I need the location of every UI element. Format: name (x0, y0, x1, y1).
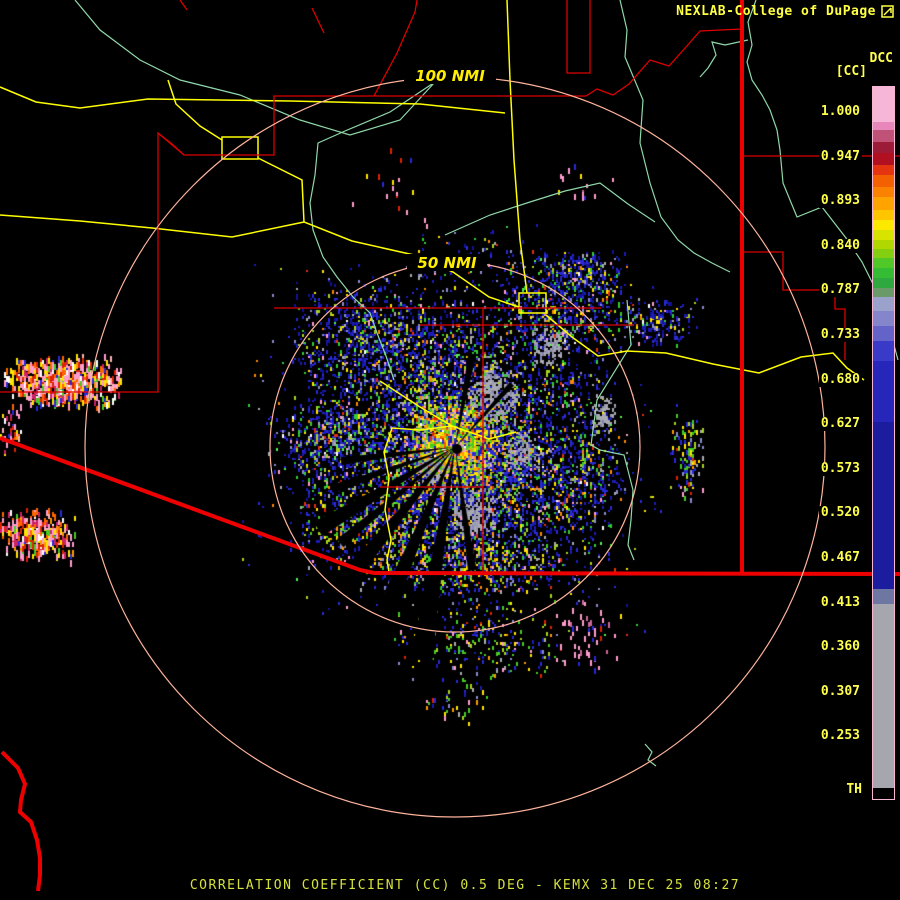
city-box-tucson (518, 292, 547, 314)
colorbar-segment (873, 268, 894, 278)
colorbar-segment (873, 220, 894, 230)
colorbar-segment (873, 210, 894, 220)
river-nw (74, 0, 436, 136)
colorbar-segment (873, 175, 894, 187)
product-caption: CORRELATION COEFFICIENT (CC) 0.5 DEG - K… (189, 878, 741, 893)
highway-south (383, 425, 453, 573)
colorbar-segment (873, 153, 894, 165)
nexlab-logo-icon (881, 5, 894, 18)
highway-nw-diag2 (257, 157, 520, 308)
colorbar-tick-label: 0.627 (818, 416, 862, 432)
threshold-label: TH (846, 782, 862, 797)
county-east-2 (742, 251, 846, 360)
highway-city (379, 380, 517, 440)
highway-east (545, 314, 865, 381)
brand-title: NEXLAB-College of DuPage (676, 4, 894, 19)
county-frag-2 (311, 7, 325, 34)
colorbar-segment (873, 361, 894, 422)
colorbar-legend (872, 86, 895, 800)
colorbar-segment (873, 187, 894, 197)
range-ring-label-bg (407, 254, 487, 271)
colorbar-segment (873, 604, 894, 788)
range-ring-label-bg (404, 67, 496, 84)
colorbar-segment (873, 288, 894, 297)
colorbar-segment (873, 240, 894, 249)
river-south-squiggle (644, 743, 657, 767)
river-east-west-twig (699, 39, 749, 78)
colorbar-segment (873, 197, 894, 210)
county-top-notch (566, 0, 591, 74)
colorbar-segment (873, 249, 894, 258)
county-top-diag (373, 0, 418, 97)
colorbar-segment (873, 142, 894, 153)
colorbar-tick-label: 0.893 (818, 193, 862, 209)
colorbar-segment (873, 589, 894, 604)
product-code-label: DCC (869, 51, 893, 66)
colorbar-tick-label: 0.840 (818, 237, 862, 253)
highway-north (506, 0, 528, 294)
colorbar-tick-label: 0.733 (818, 327, 862, 342)
river-se (590, 299, 635, 561)
colorbar-segment (873, 230, 894, 240)
colorbar-tick-label: 0.573 (818, 460, 862, 476)
colorbar-tick-label: 0.467 (818, 550, 862, 565)
coast-line-sw (0, 750, 42, 892)
city-box-nw (221, 136, 259, 160)
highway-west (0, 86, 506, 114)
mexico-border (0, 436, 900, 576)
colorbar-segment (873, 130, 894, 142)
brand-title-text: NEXLAB-College of DuPage (676, 4, 876, 19)
river-mid (619, 0, 731, 273)
colorbar-segment (873, 311, 894, 326)
county-wedge (157, 132, 185, 156)
highway-nw-diag (167, 79, 223, 141)
colorbar-segment (873, 326, 894, 341)
colorbar-segment (873, 422, 894, 589)
colorbar-tick-label: 0.947 (818, 148, 862, 164)
colorbar-segment (873, 165, 894, 175)
colorbar-tick-label: 0.360 (818, 639, 862, 655)
county-frag-1 (179, 0, 188, 11)
colorbar-tick-label: 1.000 (818, 104, 862, 119)
range-ring-label: 100 NMI (415, 67, 485, 85)
river-nw-south-branch (309, 81, 436, 381)
product-units-label: [CC] (835, 64, 867, 79)
range-ring-label: 50 NMI (417, 254, 477, 272)
colorbar-tick-label: 0.520 (818, 505, 862, 521)
colorbar-segment (873, 258, 894, 268)
colorbar-tick-label: 0.680 (818, 371, 862, 387)
highway-west2 (0, 214, 305, 238)
colorbar-tick-label: 0.413 (818, 594, 862, 610)
range-ring-100nmi (84, 76, 826, 818)
colorbar-segment (873, 788, 894, 799)
colorbar-segment (873, 122, 894, 130)
colorbar-segment (873, 297, 894, 311)
colorbar-segment (873, 278, 894, 288)
colorbar-segment (873, 341, 894, 361)
colorbar-tick-label: 0.253 (818, 728, 862, 744)
river-east (746, 0, 899, 361)
colorbar-segment (873, 87, 894, 122)
colorbar-tick-label: 0.787 (818, 282, 862, 298)
colorbar-tick-label: 0.307 (818, 683, 862, 699)
range-ring-50nmi (269, 261, 641, 633)
river-ne-branch (444, 182, 656, 236)
